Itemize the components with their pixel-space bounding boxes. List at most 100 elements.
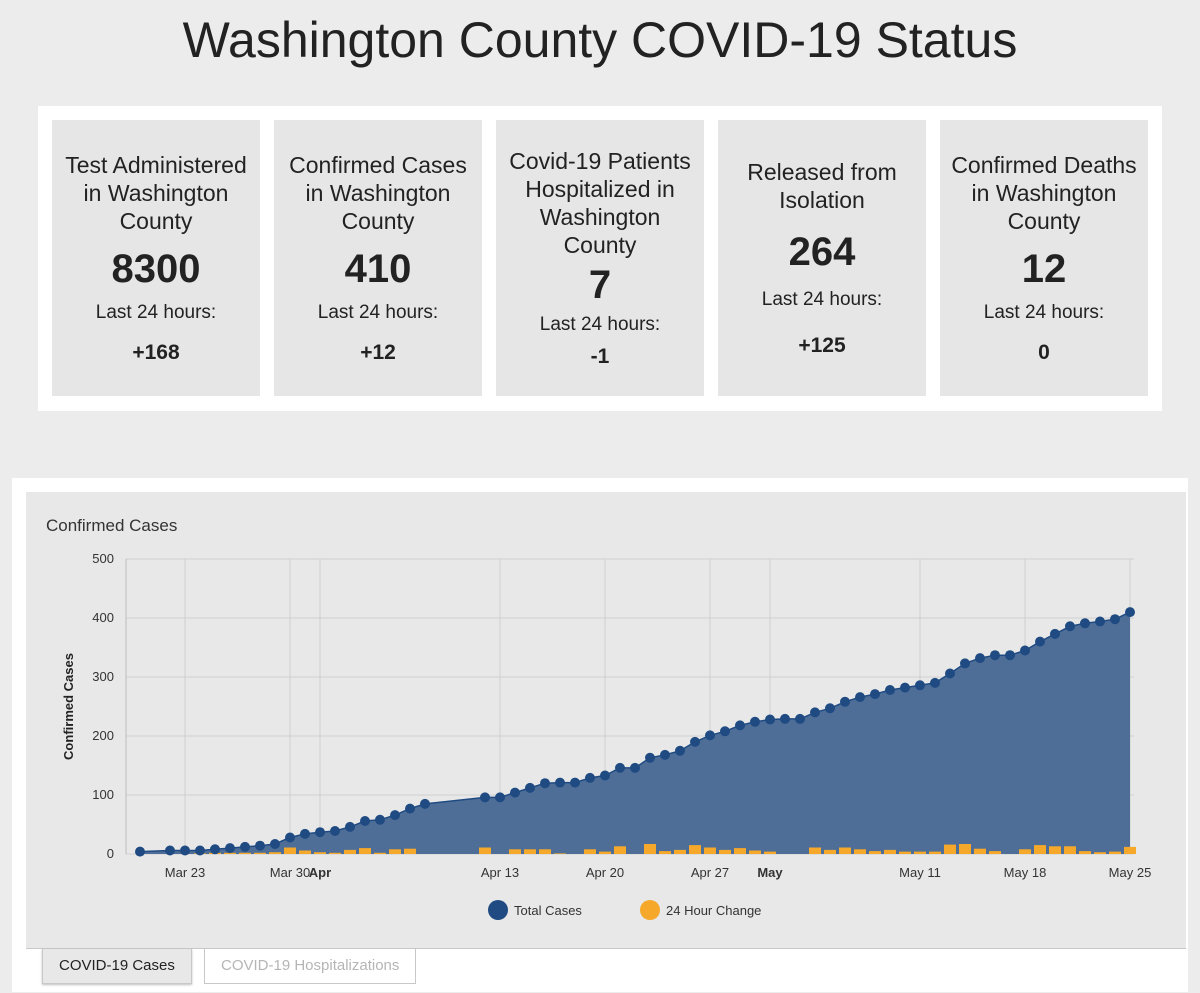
change-bar <box>839 847 851 854</box>
change-bar <box>1094 852 1106 854</box>
total-cases-point <box>375 814 385 825</box>
total-cases-point <box>1065 621 1075 632</box>
total-cases-point <box>615 762 625 773</box>
y-tick-label: 500 <box>92 551 114 566</box>
stat-card-tests: Test Administered in Washington County 8… <box>52 120 260 396</box>
total-cases-point <box>600 770 610 781</box>
total-cases-point <box>660 749 670 760</box>
chart-area: Confirmed Cases 0 100 200 300 400 500 Mar 23 Ma… <box>26 492 1186 948</box>
change-bar <box>254 852 266 854</box>
total-cases-point <box>1125 607 1135 618</box>
change-bar <box>899 851 911 854</box>
chart-title: Confirmed Cases <box>46 516 178 535</box>
x-tick-label: May 18 <box>1004 865 1047 880</box>
change-bar <box>314 852 326 854</box>
change-bar <box>884 849 896 854</box>
y-tick-label: 100 <box>92 787 114 802</box>
stat-label: Confirmed Deaths in Washington County <box>951 152 1137 234</box>
x-tick-label: May 25 <box>1109 865 1152 880</box>
change-bar <box>824 849 836 854</box>
stat-sub-label: Last 24 hours: <box>983 302 1105 323</box>
total-cases-point <box>765 714 775 725</box>
legend-label-change: 24 Hour Change <box>666 903 761 918</box>
change-bar <box>284 847 296 854</box>
change-bar <box>644 844 656 854</box>
tab-covid-hospitalizations[interactable]: COVID-19 Hospitalizations <box>204 949 417 984</box>
x-tick-label: May 11 <box>899 865 941 880</box>
total-cases-point <box>585 772 595 783</box>
change-bar <box>734 848 746 854</box>
change-bar <box>389 849 401 854</box>
total-cases-point <box>525 782 535 793</box>
stat-label: Test Administered in Washington County <box>65 152 247 234</box>
stat-sub-label: Last 24 hours: <box>761 289 883 310</box>
stat-value: 7 <box>588 263 612 307</box>
tab-covid-cases[interactable]: COVID-19 Cases <box>42 949 192 984</box>
y-tick-label: 200 <box>92 728 114 743</box>
x-tick-label: Mar 30 <box>270 865 310 880</box>
change-bar <box>689 845 701 854</box>
total-cases-point <box>705 730 715 741</box>
change-bar <box>329 852 341 854</box>
total-cases-point <box>1050 628 1060 639</box>
total-cases-point <box>720 726 730 737</box>
total-cases-point <box>1080 618 1090 629</box>
change-bar <box>1064 846 1076 854</box>
x-tick-label: Apr 27 <box>691 865 729 880</box>
stat-label: Covid-19 Patients Hospitalized in Washin… <box>509 148 691 258</box>
change-bar <box>764 851 776 854</box>
total-cases-point <box>840 696 850 707</box>
change-bar <box>404 848 416 854</box>
total-cases-point <box>510 787 520 798</box>
change-bar <box>374 852 386 854</box>
change-bar <box>1019 849 1031 854</box>
total-cases-point <box>1005 650 1015 661</box>
total-cases-point <box>135 846 145 857</box>
stat-card-confirmed: Confirmed Cases in Washington County 410… <box>274 120 482 396</box>
total-cases-point <box>300 828 310 839</box>
change-bar <box>269 852 281 854</box>
total-cases-point <box>780 713 790 724</box>
change-bar <box>989 851 1001 854</box>
total-cases-point <box>495 792 505 803</box>
total-cases-point <box>945 668 955 679</box>
total-cases-point <box>750 716 760 727</box>
stat-sub-label: Last 24 hours: <box>317 302 439 323</box>
total-cases-point <box>420 798 430 809</box>
change-bar <box>674 849 686 854</box>
total-cases-point <box>345 821 355 832</box>
stat-sub-label: Last 24 hours: <box>95 302 217 323</box>
change-bar <box>599 851 611 854</box>
y-axis-title: Confirmed Cases <box>61 653 76 760</box>
total-cases-point <box>360 816 370 826</box>
y-tick-label: 0 <box>107 846 114 861</box>
total-cases-area <box>140 612 1130 854</box>
total-cases-point <box>855 692 865 703</box>
stat-change: +12 <box>360 341 396 364</box>
change-bar <box>509 849 521 854</box>
x-tick-label: Apr 13 <box>481 865 519 880</box>
total-cases-point <box>675 745 685 756</box>
page-title: Washington County COVID-19 Status <box>182 12 1018 68</box>
change-bar <box>1109 851 1121 854</box>
total-cases-point <box>1110 614 1120 625</box>
total-cases-point <box>885 685 895 695</box>
stats-panel: Test Administered in Washington County 8… <box>38 106 1162 411</box>
total-cases-point <box>555 777 565 788</box>
total-cases-point <box>330 826 340 836</box>
change-bar <box>614 846 626 854</box>
total-cases-point <box>990 650 1000 661</box>
change-bar <box>749 850 761 854</box>
total-cases-point <box>540 778 550 789</box>
stat-card-hospitalized: Covid-19 Patients Hospitalized in Washin… <box>496 120 704 396</box>
change-bar <box>299 850 311 854</box>
stat-value: 8300 <box>111 247 201 291</box>
legend-marker-change <box>640 900 660 920</box>
change-bar <box>539 849 551 854</box>
change-bar <box>929 851 941 854</box>
total-cases-point <box>315 827 325 838</box>
change-bar <box>854 849 866 854</box>
change-bar <box>974 848 986 854</box>
stat-change: -1 <box>590 345 610 368</box>
